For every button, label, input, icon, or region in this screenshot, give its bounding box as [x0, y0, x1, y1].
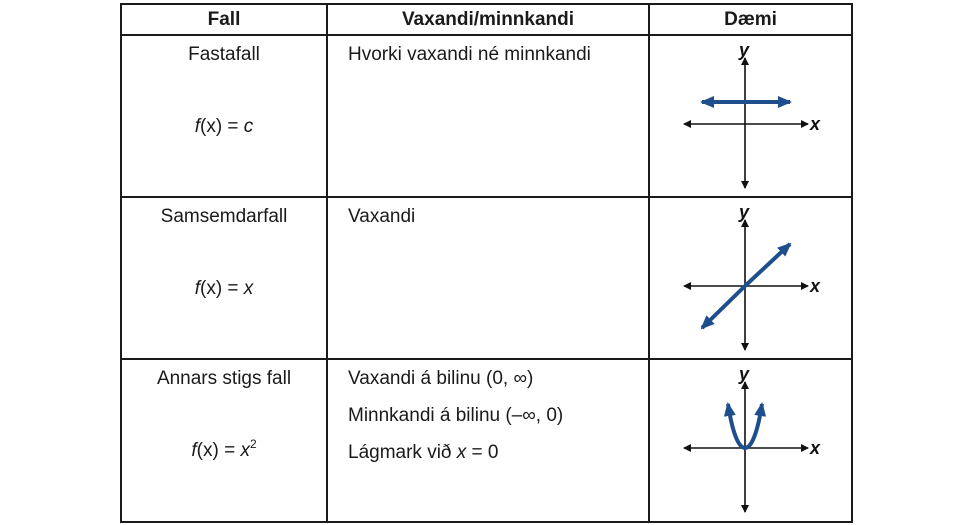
- case-name: Fastafall: [188, 44, 260, 65]
- minimum-suffix: = 0: [466, 442, 499, 463]
- formula-fn: f: [194, 278, 200, 299]
- table-row: Fastafall f(x) = c Hvorki vaxandi né min…: [120, 34, 853, 198]
- behavior-text: Hvorki vaxandi né minnkandi: [348, 44, 591, 65]
- table-row: Annars stigs fall f(x) = x2 Vaxandi á bi…: [120, 358, 853, 523]
- header-example: Dæmi: [648, 3, 853, 36]
- formula-var: x: [202, 440, 213, 461]
- header-behavior: Vaxandi/minnkandi: [326, 3, 650, 36]
- case-cell: Annars stigs fall f(x) = x2: [120, 358, 328, 523]
- behavior-cell: Vaxandi: [326, 196, 650, 360]
- formula-fn: f: [191, 440, 197, 461]
- formula-eq: =: [222, 278, 244, 299]
- behavior-text: Minnkandi á bilinu (–∞, 0): [348, 405, 564, 426]
- y-axis-label: y: [738, 40, 750, 60]
- formula: f(x) = x2: [191, 437, 257, 461]
- formula-fn: f: [194, 116, 200, 137]
- quadratic-graph-icon: y x: [683, 364, 821, 513]
- formula-exponent: 2: [249, 437, 257, 451]
- formula: f(x) = x: [194, 278, 254, 299]
- minimum-var: x: [456, 442, 467, 463]
- header-case: Fall: [120, 3, 328, 36]
- behavior-text: Lágmark við x = 0: [348, 442, 648, 464]
- case-name: Samsemdarfall: [160, 206, 288, 227]
- x-axis-label: x: [809, 438, 821, 458]
- function-behavior-table: Fall Vaxandi/minnkandi Dæmi Fastafall f(…: [120, 3, 853, 523]
- header-row: Fall Vaxandi/minnkandi Dæmi: [120, 3, 853, 36]
- example-cell: y x: [648, 358, 853, 523]
- behavior-text: Vaxandi: [348, 206, 416, 227]
- formula-var: x: [206, 278, 216, 299]
- formula: f(x) = c: [194, 116, 254, 137]
- behavior-cell: Hvorki vaxandi né minnkandi: [326, 34, 650, 198]
- example-cell: y x: [648, 196, 853, 360]
- table-row: Samsemdarfall f(x) = x Vaxandi: [120, 196, 853, 360]
- minimum-prefix: Lágmark við: [348, 442, 457, 463]
- formula-rhs: x: [240, 440, 250, 461]
- case-name: Annars stigs fall: [156, 368, 292, 389]
- formula-rhs: c: [243, 116, 254, 137]
- constant-graph-icon: y x: [683, 40, 821, 189]
- x-axis-label: x: [809, 276, 821, 296]
- example-cell: y x: [648, 34, 853, 198]
- behavior-text: Vaxandi á bilinu (0, ∞): [348, 368, 534, 389]
- formula-rhs: x: [243, 278, 254, 299]
- formula-eq: =: [218, 440, 241, 461]
- behavior-cell: Vaxandi á bilinu (0, ∞) Minnkandi á bili…: [326, 358, 650, 523]
- y-axis-label: y: [738, 364, 750, 384]
- formula-eq: =: [222, 116, 244, 137]
- identity-graph-icon: y x: [683, 202, 821, 351]
- case-cell: Fastafall f(x) = c: [120, 34, 328, 198]
- y-axis-label: y: [738, 202, 750, 222]
- case-cell: Samsemdarfall f(x) = x: [120, 196, 328, 360]
- formula-var: x: [206, 116, 216, 137]
- x-axis-label: x: [809, 114, 821, 134]
